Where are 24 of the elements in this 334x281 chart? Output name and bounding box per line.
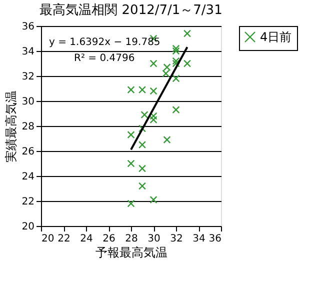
x-axis-title: 予報最高気温 bbox=[96, 246, 168, 260]
annotation: R² = 0.4796 bbox=[74, 53, 135, 64]
x-tick-label: 32 bbox=[170, 234, 183, 244]
x-tick-label: 26 bbox=[102, 234, 116, 244]
legend-label: 4日前 bbox=[260, 30, 292, 44]
y-tick-label: 32 bbox=[22, 72, 34, 82]
y-tick-label: 34 bbox=[22, 46, 34, 58]
x-tick-label: 36 bbox=[208, 234, 222, 244]
y-tick-label: 28 bbox=[22, 122, 34, 132]
y-tick-label: 24 bbox=[22, 172, 34, 182]
x-tick-label: 34 bbox=[192, 234, 206, 244]
x-tick-label: 24 bbox=[80, 234, 93, 244]
annotation: y = 1.6392x − 19.785 bbox=[49, 37, 160, 48]
y-tick-label: 22 bbox=[22, 196, 34, 208]
y-tick-label: 20 bbox=[22, 222, 34, 232]
y-tick-label: 36 bbox=[22, 22, 34, 32]
chart-title: 最高気温相関 2012/7/1～7/31 bbox=[40, 2, 222, 18]
y-tick-label: 26 bbox=[22, 146, 34, 158]
x-tick-label: 30 bbox=[148, 234, 160, 244]
x-tick-label: 28 bbox=[125, 234, 138, 244]
y-tick-label: 30 bbox=[22, 96, 34, 108]
x-tick-label: 22 bbox=[58, 234, 70, 244]
y-axis-title: 実績最高気温 bbox=[4, 90, 18, 162]
x-tick-label: 20 bbox=[42, 234, 54, 244]
